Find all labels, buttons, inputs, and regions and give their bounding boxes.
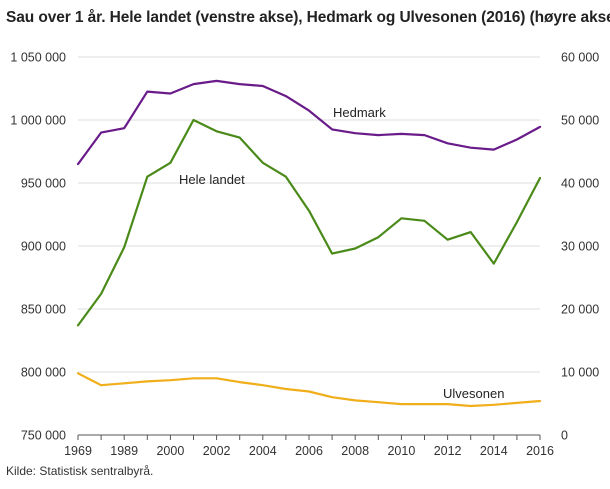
x-axis-tick-label: 1969 xyxy=(64,444,92,458)
left-axis-tick-label: 1 000 000 xyxy=(10,114,66,128)
left-axis-tick-label: 1 050 000 xyxy=(10,51,66,65)
right-axis-tick-label: 40 000 xyxy=(561,177,599,191)
x-axis-tick-label: 2016 xyxy=(526,444,554,458)
x-axis-tick-label: 2010 xyxy=(387,444,415,458)
left-axis-tick-label: 800 000 xyxy=(21,366,66,380)
series-line-ulvesonen xyxy=(76,372,542,408)
left-axis-tick-label: 950 000 xyxy=(21,177,66,191)
left-axis-tick-label: 900 000 xyxy=(21,240,66,254)
chart-title: Sau over 1 år. Hele landet (venstre akse… xyxy=(6,9,610,26)
series-label: Ulvesonen xyxy=(443,386,504,401)
left-axis-tick-label: 850 000 xyxy=(21,303,66,317)
x-axis-tick-label: 1989 xyxy=(110,444,138,458)
series-line-hele-landet xyxy=(76,118,542,327)
right-axis-tick-label: 20 000 xyxy=(561,303,599,317)
right-axis-tick-label: 60 000 xyxy=(561,51,599,65)
series-label: Hele landet xyxy=(179,172,245,187)
x-axis-tick-label: 2012 xyxy=(434,444,462,458)
series-line-hedmark xyxy=(76,79,542,166)
x-axis-tick-label: 2014 xyxy=(480,444,508,458)
right-axis-tick-label: 10 000 xyxy=(561,366,599,380)
right-axis-tick-label: 0 xyxy=(561,429,568,443)
x-axis-tick-label: 2006 xyxy=(295,444,323,458)
left-axis-tick-label: 750 000 xyxy=(21,429,66,443)
x-axis-tick-label: 2002 xyxy=(203,444,231,458)
x-axis-tick-label: 2004 xyxy=(249,444,277,458)
right-axis-tick-label: 30 000 xyxy=(561,240,599,254)
x-axis-tick-label: 2000 xyxy=(156,444,184,458)
chart-source: Kilde: Statistisk sentralbyrå. xyxy=(6,464,154,478)
right-axis-tick-label: 50 000 xyxy=(561,114,599,128)
x-axis-tick-label: 2008 xyxy=(341,444,369,458)
series-label: Hedmark xyxy=(333,105,386,120)
